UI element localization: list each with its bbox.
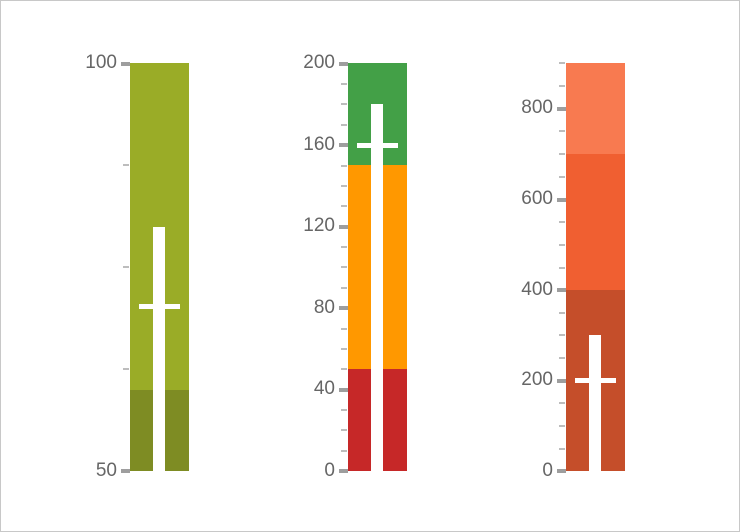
minor-tick <box>341 83 347 85</box>
major-tick <box>339 225 348 229</box>
minor-tick <box>559 357 565 359</box>
minor-tick <box>559 402 565 404</box>
minor-tick <box>559 130 565 132</box>
gauge-plot-area <box>130 63 189 471</box>
value-bar <box>371 104 383 471</box>
minor-tick <box>341 246 347 248</box>
minor-tick <box>341 429 347 431</box>
range-band-mid <box>566 154 625 290</box>
minor-tick <box>123 266 129 268</box>
minor-tick <box>341 287 347 289</box>
minor-tick <box>341 450 347 452</box>
target-marker <box>575 378 616 383</box>
tick-label-800: 800 <box>521 97 553 118</box>
target-marker <box>357 143 398 148</box>
minor-tick <box>559 176 565 178</box>
tick-label-400: 400 <box>521 279 553 300</box>
minor-tick <box>341 165 347 167</box>
bullet-gauge-3: 800 600 400 200 0 <box>436 0 636 532</box>
minor-tick <box>559 334 565 336</box>
gauge-plot-area <box>348 63 407 471</box>
tick-label-100: 100 <box>85 52 117 73</box>
tick-label-0: 0 <box>542 460 553 481</box>
minor-tick <box>341 368 347 370</box>
major-tick <box>121 62 130 66</box>
major-tick <box>339 62 348 66</box>
minor-tick <box>559 62 565 64</box>
minor-tick <box>559 267 565 269</box>
minor-tick <box>341 348 347 350</box>
major-tick <box>557 379 566 383</box>
minor-tick <box>341 328 347 330</box>
major-tick <box>339 469 348 473</box>
major-tick <box>557 288 566 292</box>
tick-label-120: 120 <box>303 215 335 236</box>
tick-label-600: 600 <box>521 188 553 209</box>
range-band-high <box>566 63 625 154</box>
minor-tick <box>559 153 565 155</box>
minor-tick <box>123 164 129 166</box>
minor-tick <box>559 221 565 223</box>
major-tick <box>339 143 348 147</box>
tick-label-200: 200 <box>521 369 553 390</box>
minor-tick <box>559 312 565 314</box>
bullet-gauge-1: 100 50 <box>0 0 200 532</box>
value-bar <box>153 227 165 471</box>
major-tick <box>121 469 130 473</box>
tick-label-40: 40 <box>313 378 335 399</box>
tick-label-200: 200 <box>303 52 335 73</box>
tick-label-0: 0 <box>324 460 335 481</box>
major-tick <box>557 107 566 111</box>
minor-tick <box>341 185 347 187</box>
major-tick <box>339 306 348 310</box>
minor-tick <box>341 124 347 126</box>
minor-tick <box>123 368 129 370</box>
minor-tick <box>341 205 347 207</box>
target-marker <box>139 304 180 309</box>
tick-label-80: 80 <box>313 297 335 318</box>
minor-tick <box>559 244 565 246</box>
minor-tick <box>341 103 347 105</box>
gauge-plot-area <box>566 63 625 471</box>
minor-tick <box>559 448 565 450</box>
tick-label-160: 160 <box>303 134 335 155</box>
bullet-gauge-2: 200 160 120 80 40 0 <box>218 0 418 532</box>
minor-tick <box>559 425 565 427</box>
tick-label-50: 50 <box>95 460 117 481</box>
major-tick <box>557 198 566 202</box>
minor-tick <box>341 409 347 411</box>
minor-tick <box>559 85 565 87</box>
major-tick <box>557 469 566 473</box>
value-bar <box>589 335 601 471</box>
major-tick <box>339 388 348 392</box>
minor-tick <box>341 266 347 268</box>
